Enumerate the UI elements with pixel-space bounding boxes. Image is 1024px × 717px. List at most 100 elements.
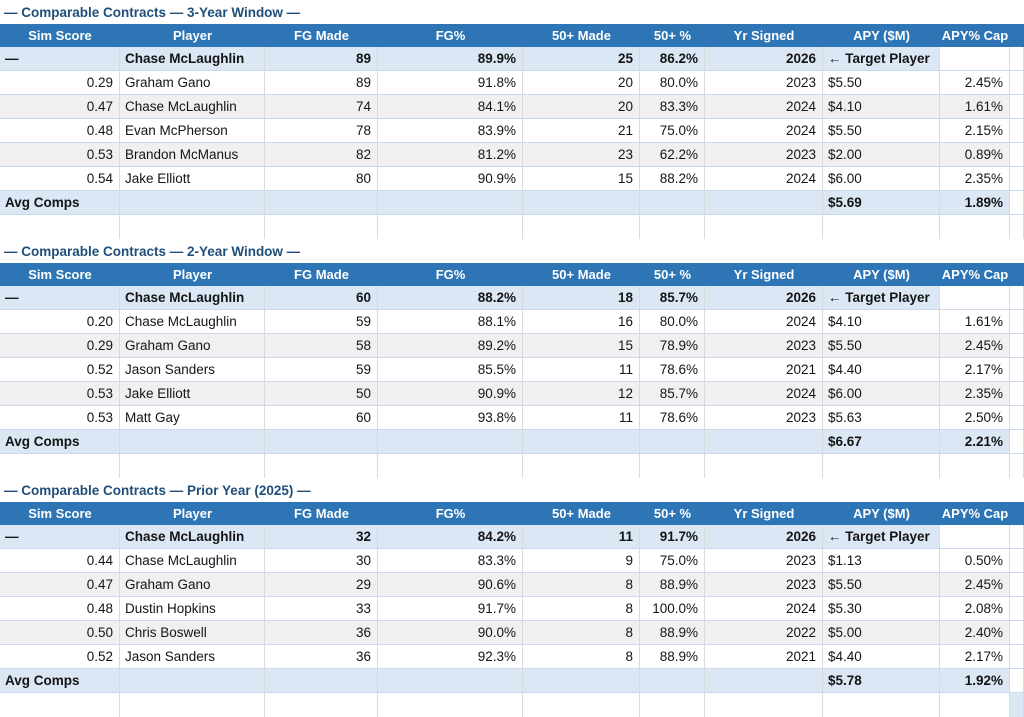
cell-apy[interactable]: $6.67: [823, 430, 940, 453]
cell-player[interactable]: [120, 454, 265, 478]
column-header-player[interactable]: Player: [172, 267, 213, 282]
cell-sim-score[interactable]: —: [0, 286, 120, 309]
cell-fg-made[interactable]: 33: [265, 597, 378, 620]
cell-fg-pct[interactable]: 81.2%: [378, 143, 523, 166]
cell-yr-signed[interactable]: [705, 430, 823, 453]
cell-filler[interactable]: [1010, 669, 1024, 692]
column-header-yr-signed[interactable]: Yr Signed: [733, 28, 795, 43]
cell-fifty-made[interactable]: 8: [523, 573, 640, 596]
cell-fg-made[interactable]: [265, 430, 378, 453]
cell-yr-signed[interactable]: 2023: [705, 549, 823, 572]
cell-sim-score[interactable]: 0.20: [0, 310, 120, 333]
cell-fg-made[interactable]: 36: [265, 645, 378, 668]
cell-player[interactable]: [120, 430, 265, 453]
cell-fifty-pct[interactable]: 91.7%: [640, 525, 705, 548]
cell-apy[interactable]: $6.00: [823, 167, 940, 190]
cell-player[interactable]: Evan McPherson: [120, 119, 265, 142]
cell-apy[interactable]: $5.50: [823, 71, 940, 94]
cell-fg-pct[interactable]: [378, 669, 523, 692]
cell-fg-made[interactable]: 60: [265, 406, 378, 429]
cell-yr-signed[interactable]: 2024: [705, 382, 823, 405]
cell-apy-cap[interactable]: 2.15%: [940, 119, 1010, 142]
cell-yr-signed[interactable]: 2024: [705, 310, 823, 333]
cell-apy[interactable]: [823, 454, 940, 478]
cell-sim-score[interactable]: [0, 454, 120, 478]
cell-yr-signed[interactable]: 2021: [705, 358, 823, 381]
cell-fifty-made[interactable]: 20: [523, 95, 640, 118]
cell-sim-score[interactable]: 0.53: [0, 143, 120, 166]
column-header-player[interactable]: Player: [172, 506, 213, 521]
cell-apy-cap[interactable]: [940, 525, 1010, 548]
column-header-apy[interactable]: APY ($M): [853, 506, 910, 521]
cell-apy-cap[interactable]: [940, 693, 1010, 717]
cell-filler[interactable]: [1010, 95, 1024, 118]
cell-fifty-pct[interactable]: 88.2%: [640, 167, 705, 190]
column-header-sim-score[interactable]: Sim Score: [28, 28, 92, 43]
cell-apy[interactable]: $5.63: [823, 406, 940, 429]
cell-sim-score[interactable]: [0, 215, 120, 239]
column-header-fg-pct[interactable]: FG%: [435, 267, 466, 282]
cell-yr-signed[interactable]: 2023: [705, 143, 823, 166]
cell-sim-score[interactable]: Avg Comps: [0, 430, 120, 453]
cell-fg-made[interactable]: [265, 454, 378, 478]
cell-apy[interactable]: $5.00: [823, 621, 940, 644]
cell-yr-signed[interactable]: 2023: [705, 334, 823, 357]
cell-fifty-made[interactable]: 18: [523, 286, 640, 309]
cell-apy-cap[interactable]: 2.08%: [940, 597, 1010, 620]
cell-fg-made[interactable]: [265, 669, 378, 692]
cell-fg-made[interactable]: 60: [265, 286, 378, 309]
cell-apy[interactable]: $5.69: [823, 191, 940, 214]
cell-fg-pct[interactable]: 90.9%: [378, 382, 523, 405]
cell-fg-pct[interactable]: [378, 215, 523, 239]
column-header-fifty-made[interactable]: 50+ Made: [552, 267, 611, 282]
cell-fg-made[interactable]: 50: [265, 382, 378, 405]
column-header-fg-made[interactable]: FG Made: [294, 28, 349, 43]
cell-fifty-pct[interactable]: 78.6%: [640, 358, 705, 381]
cell-fg-pct[interactable]: [378, 191, 523, 214]
cell-fg-pct[interactable]: 91.7%: [378, 597, 523, 620]
column-header-apy[interactable]: APY ($M): [853, 267, 910, 282]
cell-filler[interactable]: [1010, 334, 1024, 357]
cell-fg-pct[interactable]: 85.5%: [378, 358, 523, 381]
cell-fifty-made[interactable]: 9: [523, 549, 640, 572]
cell-sim-score[interactable]: 0.47: [0, 573, 120, 596]
cell-player[interactable]: Jason Sanders: [120, 645, 265, 668]
column-header-apy[interactable]: APY ($M): [853, 28, 910, 43]
cell-fg-made[interactable]: [265, 191, 378, 214]
cell-filler[interactable]: [1010, 47, 1024, 70]
cell-fifty-pct[interactable]: 75.0%: [640, 549, 705, 572]
cell-fifty-made[interactable]: [523, 454, 640, 478]
cell-fifty-made[interactable]: [523, 215, 640, 239]
cell-filler[interactable]: [1010, 597, 1024, 620]
cell-apy[interactable]: $4.10: [823, 95, 940, 118]
cell-sim-score[interactable]: 0.29: [0, 71, 120, 94]
cell-yr-signed[interactable]: 2024: [705, 95, 823, 118]
column-header-fifty-pct[interactable]: 50+ %: [653, 28, 692, 43]
cell-filler[interactable]: [1010, 358, 1024, 381]
cell-fg-made[interactable]: [265, 693, 378, 717]
cell-fifty-pct[interactable]: 80.0%: [640, 71, 705, 94]
cell-sim-score[interactable]: Avg Comps: [0, 191, 120, 214]
column-header-fg-pct[interactable]: FG%: [435, 506, 466, 521]
cell-yr-signed[interactable]: 2024: [705, 119, 823, 142]
cell-filler[interactable]: [1010, 263, 1024, 286]
cell-apy-cap[interactable]: [940, 286, 1010, 309]
cell-fg-made[interactable]: 58: [265, 334, 378, 357]
cell-fifty-pct[interactable]: 85.7%: [640, 286, 705, 309]
cell-fifty-pct[interactable]: 88.9%: [640, 621, 705, 644]
cell-filler[interactable]: [1010, 71, 1024, 94]
cell-filler[interactable]: [1010, 119, 1024, 142]
cell-fifty-pct[interactable]: [640, 191, 705, 214]
cell-fifty-pct[interactable]: [640, 669, 705, 692]
column-header-fifty-pct[interactable]: 50+ %: [653, 506, 692, 521]
cell-fifty-made[interactable]: 12: [523, 382, 640, 405]
cell-fifty-pct[interactable]: 88.9%: [640, 645, 705, 668]
cell-apy[interactable]: $5.78: [823, 669, 940, 692]
cell-fifty-made[interactable]: 25: [523, 47, 640, 70]
cell-filler[interactable]: [1010, 310, 1024, 333]
cell-fg-pct[interactable]: 92.3%: [378, 645, 523, 668]
column-header-player[interactable]: Player: [172, 28, 213, 43]
cell-filler[interactable]: [1010, 645, 1024, 668]
cell-player[interactable]: [120, 191, 265, 214]
table-title[interactable]: — Comparable Contracts — 3-Year Window —: [4, 4, 301, 20]
